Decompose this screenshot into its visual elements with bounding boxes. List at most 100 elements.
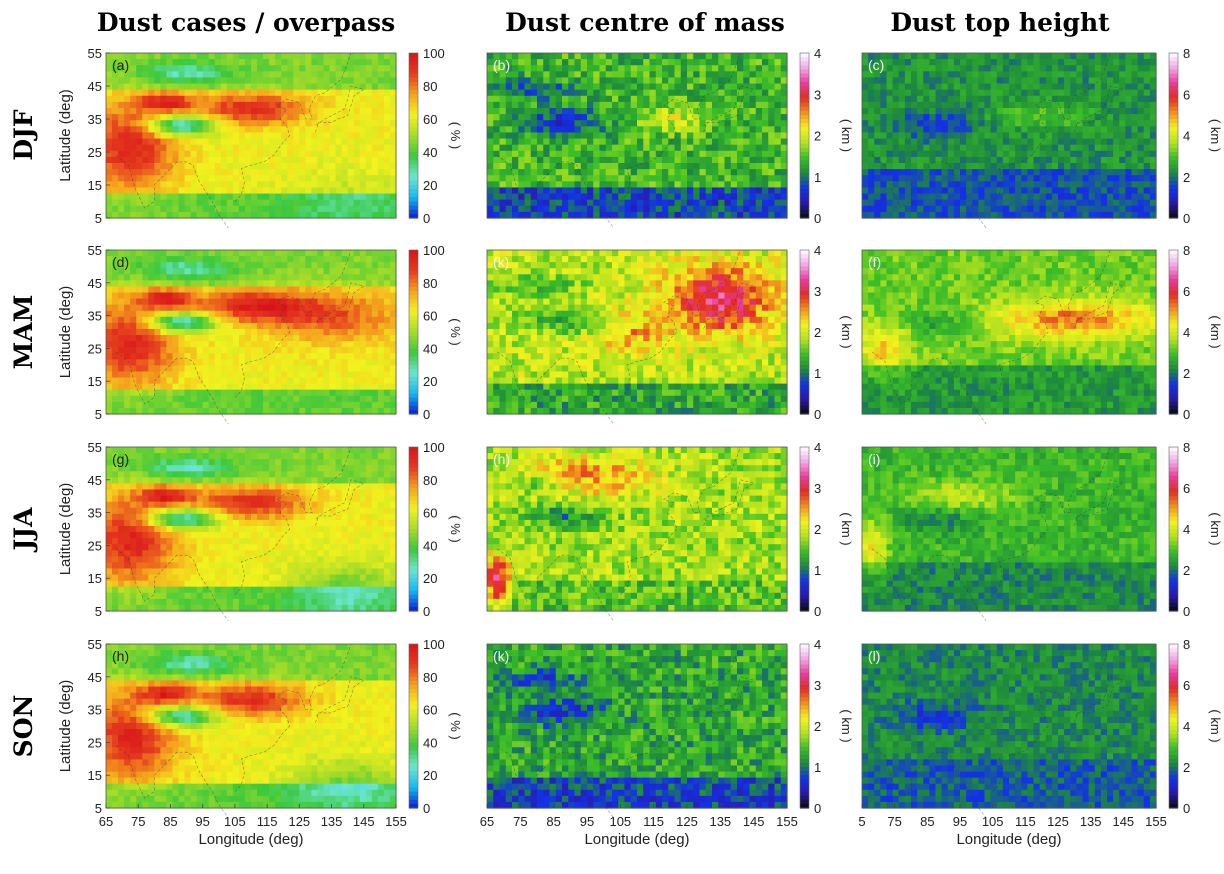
heatmap-cell <box>275 169 282 176</box>
heatmap-cell <box>562 169 569 176</box>
heatmap-cell <box>768 65 775 72</box>
heatmap-cell <box>1040 59 1047 66</box>
heatmap-cell <box>706 157 713 164</box>
heatmap-cell <box>281 280 288 287</box>
heatmap-cell <box>762 151 769 158</box>
heatmap-cell <box>618 194 625 201</box>
heatmap-cell <box>1046 139 1053 146</box>
heatmap-cell <box>643 65 650 72</box>
heatmap-cell <box>587 96 594 103</box>
heatmap-cell <box>221 187 228 194</box>
heatmap-cell <box>324 126 331 133</box>
heatmap-cell <box>600 59 607 66</box>
heatmap-cell <box>366 169 373 176</box>
heatmap-cell <box>985 157 992 164</box>
heatmap-cell <box>1138 132 1145 139</box>
heatmap-cell <box>1113 200 1120 207</box>
heatmap-cell <box>1138 151 1145 158</box>
heatmap-cell <box>166 280 173 287</box>
heatmap-cell <box>251 194 258 201</box>
heatmap-cell <box>172 126 179 133</box>
heatmap-cell <box>305 341 312 348</box>
heatmap-cell <box>737 194 744 201</box>
heatmap-cell <box>997 108 1004 115</box>
heatmap-cell <box>209 212 216 219</box>
heatmap-cell <box>1052 126 1059 133</box>
heatmap-cell <box>172 212 179 219</box>
heatmap-cell <box>587 175 594 182</box>
heatmap-cell <box>911 187 918 194</box>
heatmap-cell <box>506 187 513 194</box>
heatmap-cell <box>911 145 918 152</box>
heatmap-cell <box>251 53 258 60</box>
heatmap-cell <box>130 187 137 194</box>
heatmap-cell <box>775 157 782 164</box>
heatmap-cell <box>124 139 131 146</box>
heatmap-cell <box>905 187 912 194</box>
heatmap-cell <box>917 145 924 152</box>
heatmap-cell <box>293 293 300 300</box>
heatmap-cell <box>487 132 494 139</box>
heatmap-cell <box>997 175 1004 182</box>
heatmap-cell <box>936 187 943 194</box>
y-tick-label: 55 <box>88 46 102 61</box>
heatmap-cell <box>954 169 961 176</box>
heatmap-cell <box>606 169 613 176</box>
heatmap-cell <box>929 206 936 213</box>
heatmap-cell <box>662 108 669 115</box>
heatmap-cell <box>179 250 186 257</box>
heatmap-cell <box>942 90 949 97</box>
heatmap-cell <box>1138 163 1145 170</box>
heatmap-cell <box>342 187 349 194</box>
heatmap-cell <box>1015 139 1022 146</box>
heatmap-cell <box>324 268 331 275</box>
heatmap-cell <box>506 126 513 133</box>
heatmap-cell <box>725 132 732 139</box>
heatmap-cell <box>911 96 918 103</box>
heatmap-cell <box>862 145 869 152</box>
heatmap-cell <box>662 175 669 182</box>
heatmap-cell <box>281 256 288 263</box>
heatmap-cell <box>287 90 294 97</box>
heatmap-cell <box>706 139 713 146</box>
heatmap-cell <box>1095 163 1102 170</box>
heatmap-cell <box>568 65 575 72</box>
heatmap-cell <box>148 157 155 164</box>
heatmap-cell <box>293 317 300 324</box>
colorbar-segment <box>1169 111 1178 116</box>
heatmap-cell <box>923 108 930 115</box>
heatmap-cell <box>868 157 875 164</box>
heatmap-cell <box>631 65 638 72</box>
heatmap-cell <box>197 250 204 257</box>
heatmap-cell <box>905 151 912 158</box>
heatmap-cell <box>612 90 619 97</box>
colorbar-segment <box>409 197 418 202</box>
heatmap-cell <box>768 96 775 103</box>
heatmap-cell <box>1046 77 1053 84</box>
heatmap-cell <box>700 206 707 213</box>
heatmap-cell <box>336 187 343 194</box>
heatmap-cell <box>384 262 391 269</box>
heatmap-cell <box>317 102 324 109</box>
heatmap-cell <box>269 262 276 269</box>
heatmap-cell <box>487 163 494 170</box>
heatmap-cell <box>725 53 732 60</box>
heatmap-cell <box>1089 206 1096 213</box>
heatmap-cell <box>1046 59 1053 66</box>
heatmap-cell <box>656 194 663 201</box>
heatmap-cell <box>887 77 894 84</box>
heatmap-cell <box>366 212 373 219</box>
heatmap-cell <box>991 181 998 188</box>
heatmap-cell <box>366 84 373 91</box>
heatmap-cell <box>106 194 113 201</box>
heatmap-cell <box>1040 132 1047 139</box>
heatmap-cell <box>706 84 713 91</box>
heatmap-cell <box>342 59 349 66</box>
heatmap-cell <box>215 280 222 287</box>
heatmap-cell <box>299 132 306 139</box>
heatmap-cell <box>263 293 270 300</box>
colorbar-segment <box>1169 115 1178 120</box>
heatmap-cell <box>130 206 137 213</box>
heatmap-cell <box>537 181 544 188</box>
heatmap-cell <box>493 120 500 127</box>
